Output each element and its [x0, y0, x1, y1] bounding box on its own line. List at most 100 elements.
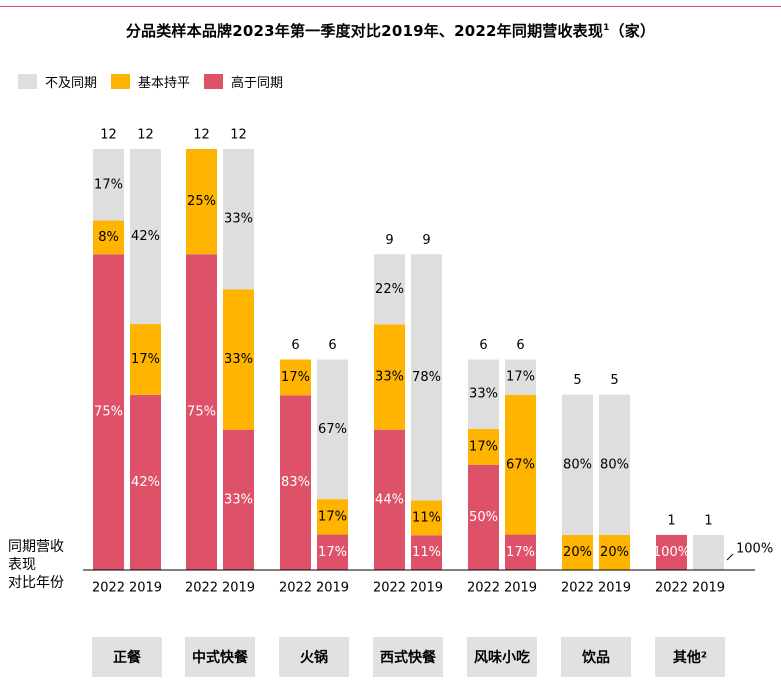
- data-label-lower-1-2019: 33%: [224, 212, 253, 227]
- bar-segment-higher-6-2022: [656, 534, 687, 570]
- bar-segment-lower-3-2022: [374, 254, 405, 325]
- legend-swatch-higher: [204, 74, 224, 89]
- data-label-higher-4-2019: 17%: [506, 545, 535, 560]
- data-label-flat-4-2019: 67%: [506, 457, 535, 472]
- count-label-0-2022: 12: [100, 128, 117, 143]
- data-label-higher-1-2022: 75%: [187, 405, 216, 420]
- data-label-higher-0-2019: 42%: [131, 475, 160, 490]
- data-label-flat-1-2022: 25%: [187, 194, 216, 209]
- data-label-flat-2-2019: 17%: [318, 509, 347, 524]
- data-label-higher-3-2019: 11%: [412, 545, 441, 560]
- data-label-lower-2-2019: 67%: [318, 422, 347, 437]
- bar-segment-flat-1-2022: [186, 149, 217, 255]
- count-label-1-2022: 12: [193, 128, 210, 143]
- row-label-line-1: 同期营收: [8, 539, 64, 555]
- year-label-1-2022: 2022: [185, 581, 218, 596]
- data-label-lower-6-2019: 100%: [736, 542, 773, 557]
- bar-segment-higher-0-2019: [130, 394, 161, 570]
- bar-segment-flat-4-2019: [505, 394, 536, 535]
- data-label-flat-3-2019: 11%: [412, 510, 441, 525]
- count-label-1-2019: 12: [230, 128, 247, 143]
- count-label-2-2022: 6: [291, 338, 299, 353]
- count-label-2-2019: 6: [328, 338, 336, 353]
- year-label-0-2019: 2019: [129, 581, 162, 596]
- bar-segment-higher-3-2019: [411, 535, 442, 570]
- bar-segment-flat-5-2022: [562, 534, 593, 570]
- category-label-0: 正餐: [92, 637, 162, 677]
- bar-segment-lower-2-2019: [317, 359, 348, 500]
- data-label-flat-3-2022: 33%: [375, 370, 404, 385]
- data-label-higher-1-2019: 33%: [224, 492, 253, 507]
- data-label-higher-2-2019: 17%: [318, 545, 347, 560]
- bar-segment-lower-3-2019: [411, 254, 442, 501]
- data-label-lower-5-2022: 80%: [563, 457, 592, 472]
- count-label-0-2019: 12: [137, 128, 154, 143]
- leader-line-6-2019: [726, 553, 734, 561]
- year-label-5-2019: 2019: [598, 581, 631, 596]
- data-label-flat-1-2019: 33%: [224, 352, 253, 367]
- chart-title: 分品类样本品牌2023年第一季度对比2019年、2022年同期营收表现1（家）: [125, 22, 656, 40]
- bar-segment-higher-2-2022: [280, 395, 311, 570]
- legend-swatch-lower: [18, 74, 37, 89]
- data-label-flat-4-2022: 17%: [469, 439, 498, 454]
- bar-segment-flat-2-2019: [317, 499, 348, 535]
- row-label: 同期营收 表现 对比年份: [8, 538, 64, 592]
- data-label-flat-2-2022: 17%: [281, 370, 310, 385]
- data-label-lower-0-2022: 17%: [94, 177, 123, 192]
- data-label-higher-0-2022: 75%: [94, 405, 123, 420]
- bar-segment-lower-0-2022: [93, 149, 124, 221]
- category-label-2: 火锅: [279, 637, 349, 677]
- year-label-6-2019: 2019: [692, 581, 725, 596]
- bar-segment-higher-2-2019: [317, 534, 348, 570]
- legend: 不及同期 基本持平 高于同期: [18, 72, 297, 91]
- legend-label-higher: 高于同期: [231, 76, 284, 91]
- bar-segment-lower-5-2022: [562, 394, 593, 535]
- bar-segment-flat-3-2019: [411, 500, 442, 536]
- year-label-4-2019: 2019: [504, 581, 537, 596]
- bar-segment-flat-1-2019: [223, 289, 254, 430]
- bar-segment-flat-4-2022: [468, 428, 499, 465]
- legend-item-flat: 基本持平: [111, 72, 190, 91]
- category-label-3: 西式快餐: [373, 637, 443, 677]
- bar-segment-higher-1-2022: [186, 254, 217, 570]
- top-rule: [0, 6, 781, 7]
- legend-swatch-flat: [111, 74, 131, 89]
- bar-segment-flat-0-2022: [93, 220, 124, 255]
- data-label-lower-3-2022: 22%: [375, 282, 404, 297]
- data-label-flat-5-2019: 20%: [600, 545, 629, 560]
- year-label-2-2019: 2019: [316, 581, 349, 596]
- data-label-higher-4-2022: 50%: [469, 510, 498, 525]
- bar-segment-flat-0-2019: [130, 324, 161, 395]
- data-label-flat-0-2019: 17%: [131, 352, 160, 367]
- legend-label-lower: 不及同期: [45, 76, 98, 91]
- data-label-lower-0-2019: 42%: [131, 229, 160, 244]
- bar-segment-higher-1-2019: [223, 429, 254, 570]
- year-label-4-2022: 2022: [467, 581, 500, 596]
- bar-segment-lower-5-2019: [599, 394, 630, 535]
- year-label-1-2019: 2019: [222, 581, 255, 596]
- bar-segment-lower-6-2019: [693, 534, 724, 570]
- legend-item-lower: 不及同期: [18, 72, 97, 91]
- bar-segment-lower-0-2019: [130, 149, 161, 325]
- data-label-lower-3-2019: 78%: [412, 370, 441, 385]
- bar-segment-flat-5-2019: [599, 534, 630, 570]
- bar-segment-higher-0-2022: [93, 254, 124, 570]
- bar-segment-flat-3-2022: [374, 324, 405, 430]
- count-label-5-2022: 5: [573, 373, 581, 388]
- data-label-higher-6-2022: 100%: [653, 545, 690, 560]
- legend-label-flat: 基本持平: [138, 76, 191, 91]
- data-label-flat-0-2022: 8%: [98, 230, 119, 245]
- row-label-line-2: 表现: [8, 557, 36, 573]
- bar-segment-higher-4-2019: [505, 534, 536, 570]
- count-label-4-2019: 6: [516, 338, 524, 353]
- bar-segment-lower-1-2019: [223, 149, 254, 290]
- year-label-5-2022: 2022: [561, 581, 594, 596]
- year-label-6-2022: 2022: [655, 581, 688, 596]
- row-label-line-3: 对比年份: [8, 575, 64, 591]
- year-label-3-2019: 2019: [410, 581, 443, 596]
- legend-item-higher: 高于同期: [204, 72, 283, 91]
- bar-segment-flat-2-2022: [280, 359, 311, 396]
- data-label-lower-4-2019: 17%: [506, 370, 535, 385]
- count-label-3-2019: 9: [422, 233, 430, 248]
